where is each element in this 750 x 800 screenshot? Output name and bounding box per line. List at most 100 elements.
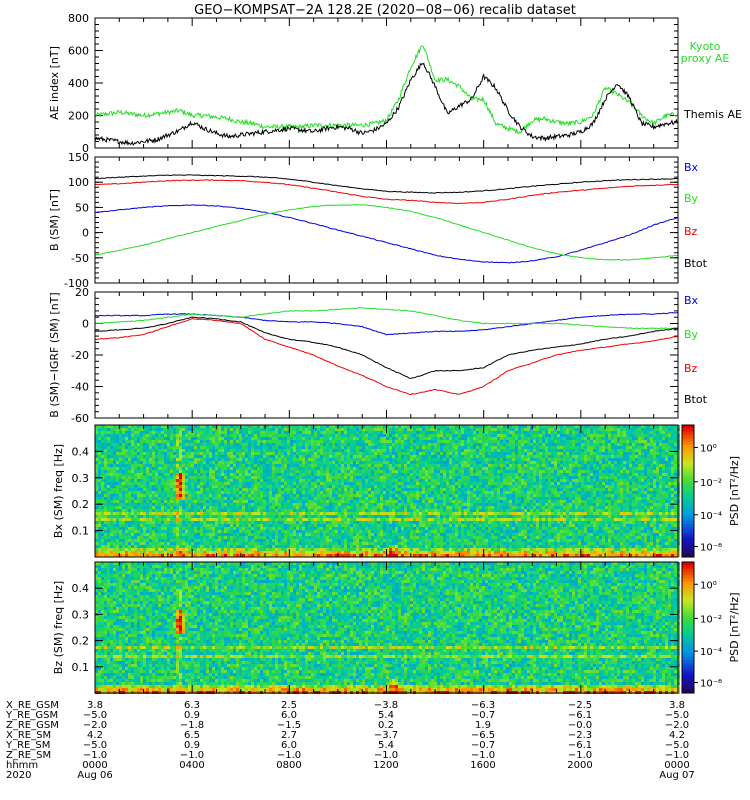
bx-spectrogram-cell (302, 458, 305, 461)
bx-spectrogram-cell (104, 554, 107, 557)
bx-spectrogram-cell (284, 530, 287, 533)
bx-spectrogram-cell (128, 431, 131, 434)
bx-spectrogram-cell (374, 533, 377, 536)
bx-spectrogram-cell (134, 437, 137, 440)
bx-spectrogram-cell (230, 515, 233, 518)
bx-spectrogram-cell (188, 467, 191, 470)
bx-spectrogram-cell (230, 554, 233, 557)
bx-spectrogram-cell (290, 440, 293, 443)
bx-spectrogram-cell (356, 443, 359, 446)
bx-spectrogram-cell (113, 434, 116, 437)
bx-spectrogram-cell (146, 518, 149, 521)
bx-spectrogram-cell (284, 464, 287, 467)
bx-spectrogram-cell (254, 527, 257, 530)
bx-spectrogram-cell (359, 437, 362, 440)
bx-spectrogram-cell (221, 551, 224, 554)
bx-spectrogram-cell (206, 479, 209, 482)
bx-spectrogram-cell (377, 521, 380, 524)
bx-spectrogram-cell (149, 506, 152, 509)
bx-spectrogram-cell (263, 491, 266, 494)
bx-spectrogram-cell (203, 500, 206, 503)
bx-spectrogram-cell (392, 509, 395, 512)
bx-spectrogram-cell (299, 443, 302, 446)
bx-spectrogram-cell (392, 548, 395, 551)
bx-spectrogram-cell (191, 500, 194, 503)
bx-spectrogram-cell (134, 521, 137, 524)
bx-spectrogram-cell (341, 443, 344, 446)
bx-spectrogram-cell (380, 467, 383, 470)
bx-spectrogram-cell (284, 503, 287, 506)
bx-spectrogram-cell (365, 479, 368, 482)
bx-spectrogram-cell (131, 476, 134, 479)
bx-spectrogram-cell (155, 455, 158, 458)
bx-spectrogram-cell (329, 455, 332, 458)
bx-spectrogram-cell (353, 473, 356, 476)
bx-spectrogram-cell (146, 458, 149, 461)
bx-spectrogram-cell (209, 434, 212, 437)
bx-spectrogram-cell (233, 536, 236, 539)
bx-spectrogram-cell (356, 545, 359, 548)
bx-spectrogram-cell (134, 506, 137, 509)
bx-spectrogram-cell (308, 530, 311, 533)
bx-spectrogram-cell (182, 446, 185, 449)
bx-spectrogram-cell (365, 515, 368, 518)
bx-spectrogram-cell (302, 440, 305, 443)
bx-spectrogram-cell (146, 509, 149, 512)
bx-spectrogram-cell (155, 488, 158, 491)
bx-spectrogram-cell (302, 437, 305, 440)
bx-spectrogram-cell (188, 449, 191, 452)
bx-spectrogram-cell (203, 551, 206, 554)
bx-spectrogram-cell (107, 494, 110, 497)
bx-spectrogram-cell (149, 473, 152, 476)
bx-spectrogram-cell (152, 488, 155, 491)
bx-spectrogram-cell (125, 491, 128, 494)
bx-spectrogram-cell (353, 500, 356, 503)
bx-spectrogram-cell (323, 512, 326, 515)
bx-spectrogram-cell (356, 476, 359, 479)
bx-spectrogram-cell (137, 443, 140, 446)
bx-spectrogram-cell (206, 452, 209, 455)
ae-index-ytick-label: 200 (68, 110, 89, 123)
bx-spectrogram-cell (143, 461, 146, 464)
bx-spectrogram-cell (338, 425, 341, 428)
bx-spectrogram-cell (314, 437, 317, 440)
bx-spectrogram-cell (320, 536, 323, 539)
bx-spectrogram-cell (212, 500, 215, 503)
bx-spectrogram-cell (407, 527, 410, 530)
bx-spectrogram-cell (179, 527, 182, 530)
bx-spectrogram-cell (188, 497, 191, 500)
bx-spectrogram-cell (242, 485, 245, 488)
bx-spectrogram-cell (149, 440, 152, 443)
bx-spectrogram-cell (128, 548, 131, 551)
bx-spectrogram-cell (269, 449, 272, 452)
bx-spectrogram-cell (197, 446, 200, 449)
bx-spectrogram-cell (104, 470, 107, 473)
bx-spectrogram-cell (290, 548, 293, 551)
bx-spectrogram-cell (239, 437, 242, 440)
bx-spectrogram-cell (134, 443, 137, 446)
bx-spectrogram-cell (167, 512, 170, 515)
bx-spectrogram-cell (371, 458, 374, 461)
bx-spectrogram-cell (272, 485, 275, 488)
bx-spectrogram-cell (95, 548, 98, 551)
bx-spectrogram-cell (296, 470, 299, 473)
b-sm-legend-btot: Btot (684, 257, 708, 270)
bx-spectrogram-cell (101, 452, 104, 455)
bx-spectrogram-cell (332, 485, 335, 488)
bx-spectrogram-cell (221, 485, 224, 488)
bx-spectrogram-cell (368, 461, 371, 464)
bx-spectrogram-cell (365, 482, 368, 485)
bx-spectrogram-cell (290, 545, 293, 548)
bx-spectrogram-cell (128, 452, 131, 455)
bx-spectrogram-cell (140, 473, 143, 476)
bx-spectrogram-cell (302, 455, 305, 458)
bx-spectrogram-cell (206, 488, 209, 491)
bx-spectrogram-cell (227, 443, 230, 446)
bx-spectrogram-cell (263, 488, 266, 491)
bx-spectrogram-cell (230, 476, 233, 479)
bx-spectrogram-cell (353, 533, 356, 536)
bx-spectrogram-cell (308, 434, 311, 437)
bx-spectrogram-cell (245, 545, 248, 548)
bx-spectrogram-cell (374, 530, 377, 533)
bx-spectrogram-cell (179, 488, 182, 491)
